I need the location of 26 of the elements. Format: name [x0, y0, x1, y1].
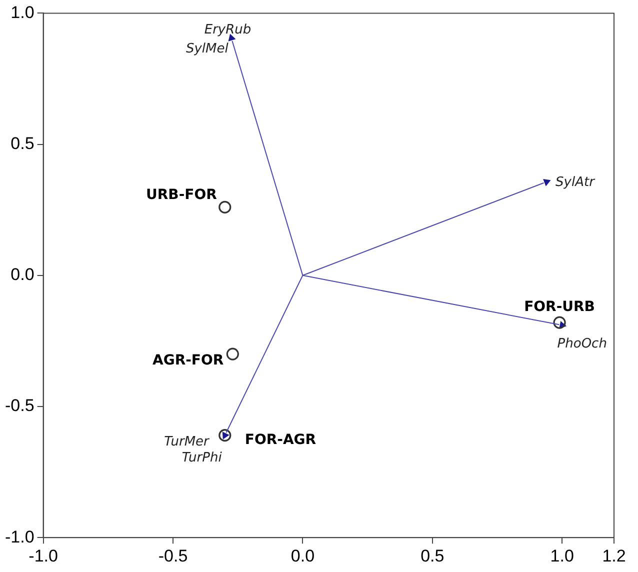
series-label: FOR-URB — [524, 299, 595, 316]
x-tick-label: 0.5 — [420, 546, 444, 566]
point — [218, 429, 232, 442]
annotation: TurMer — [164, 434, 211, 450]
annotation: PhoOch — [557, 336, 607, 352]
annotation: EryRub — [204, 22, 252, 38]
point — [226, 348, 239, 360]
y-tick-label: 0.0 — [10, 265, 34, 284]
x-tick-label: 1.2 — [602, 546, 626, 566]
y-tick-label: -1.0 — [4, 527, 34, 546]
y-tick-label: -0.5 — [4, 396, 34, 416]
x-tick-label: -0.5 — [158, 546, 188, 566]
annotation: SylMel — [186, 41, 229, 56]
x-tick-label: 0.0 — [290, 546, 315, 566]
series-label: FOR-AGR — [244, 432, 316, 448]
series-label: URB-FOR — [146, 186, 218, 203]
x-tick-label: 1.0 — [550, 546, 574, 566]
y-tick-label: 0.5 — [10, 134, 34, 153]
y-tick-label: 1.0 — [10, 2, 34, 22]
point — [553, 316, 566, 329]
annotation: TurPhi — [182, 450, 222, 466]
x-tick-label: -1.0 — [28, 546, 58, 566]
series-label: AGR-FOR — [152, 352, 224, 369]
point — [218, 200, 232, 214]
point — [543, 179, 550, 186]
annotation: SylAtr — [556, 175, 596, 190]
